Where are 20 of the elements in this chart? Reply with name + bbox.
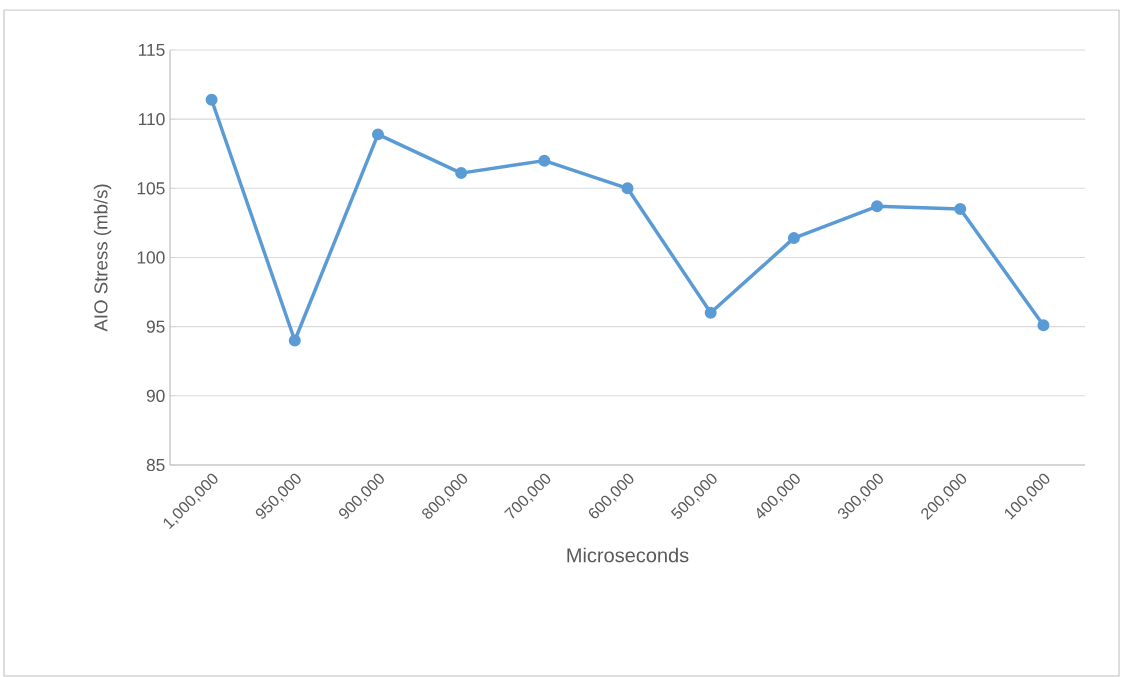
y-tick-label: 105 (137, 182, 165, 195)
y-tick-label: 115 (138, 43, 165, 57)
y-tick-label: 110 (138, 113, 165, 126)
x-axis-title: Microseconds (567, 547, 689, 563)
y-tick-label: 90 (146, 389, 165, 402)
point (455, 167, 468, 180)
point (1037, 319, 1050, 332)
y-tick-label: 100 (137, 251, 165, 264)
y-tick-label: 85 (146, 458, 165, 472)
point (954, 203, 967, 216)
y-axis-title: AIO Stress (mb/s) (93, 184, 112, 332)
point (621, 182, 634, 195)
point (704, 306, 717, 319)
y-tick-label: 95 (146, 320, 165, 333)
point (205, 93, 218, 106)
point (787, 232, 800, 245)
point (538, 154, 551, 167)
point (371, 128, 384, 141)
point (288, 334, 301, 347)
point (871, 200, 884, 213)
